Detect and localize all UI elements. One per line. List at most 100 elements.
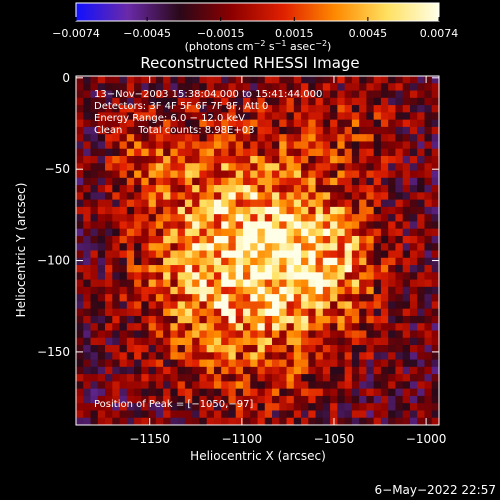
heatmap-cell <box>351 381 360 390</box>
heatmap-cell <box>163 366 171 375</box>
heatmap-cell <box>424 105 433 113</box>
heatmap-cell <box>192 126 200 135</box>
heatmap-cell <box>235 97 244 106</box>
heatmap-cell <box>359 417 367 426</box>
heatmap-cell <box>228 126 237 135</box>
heatmap-cell <box>322 323 331 331</box>
heatmap-cell <box>112 279 121 288</box>
heatmap-cell <box>206 308 215 317</box>
heatmap-cell <box>163 381 171 390</box>
heatmap-cell <box>272 337 280 346</box>
heatmap-cell <box>242 170 251 179</box>
heatmap-cell <box>359 286 367 295</box>
heatmap-cell <box>301 206 309 215</box>
heatmap-cell <box>250 410 258 419</box>
heatmap-cell <box>402 141 411 150</box>
heatmap-cell <box>337 228 346 237</box>
heatmap-cell <box>308 366 317 375</box>
heatmap-cell <box>286 374 295 382</box>
heatmap-cell <box>76 134 84 142</box>
heatmap-cell <box>279 155 288 164</box>
heatmap-cell <box>417 257 425 266</box>
heatmap-cell <box>395 177 404 186</box>
heatmap-cell <box>366 119 375 128</box>
heatmap-cell <box>148 243 157 251</box>
heatmap-cell <box>141 257 150 266</box>
heatmap-cell <box>250 381 258 390</box>
x-tick-label: −1050 <box>314 432 355 446</box>
heatmap-cell <box>257 272 266 281</box>
heatmap-cell <box>155 243 164 251</box>
heatmap-cell <box>90 83 99 92</box>
heatmap-cell <box>351 126 360 135</box>
heatmap-cell <box>250 417 258 426</box>
heatmap-cell <box>242 265 251 273</box>
heatmap-cell <box>148 185 157 193</box>
heatmap-cell <box>286 163 295 172</box>
heatmap-cell <box>184 395 193 404</box>
heatmap-cell <box>337 337 346 346</box>
heatmap-cell <box>76 301 84 310</box>
heatmap-cell <box>431 250 440 259</box>
heatmap-cell <box>395 126 404 135</box>
heatmap-cell <box>170 235 179 244</box>
heatmap-cell <box>366 221 375 230</box>
heatmap-cell <box>213 410 222 419</box>
heatmap-cell <box>148 301 157 310</box>
heatmap-cell <box>170 374 179 382</box>
heatmap-cell <box>257 119 266 128</box>
heatmap-cell <box>141 250 150 259</box>
heatmap-cell <box>344 83 353 92</box>
heatmap-cell <box>228 105 237 113</box>
heatmap-cell <box>373 345 382 353</box>
heatmap-cell <box>272 76 280 84</box>
heatmap-cell <box>293 83 302 92</box>
heatmap-cell <box>424 192 433 201</box>
heatmap-cell <box>235 134 244 142</box>
heatmap-cell <box>272 395 280 404</box>
heatmap-cell <box>235 257 244 266</box>
heatmap-cell <box>264 199 273 208</box>
heatmap-cell <box>322 170 331 179</box>
heatmap-cell <box>373 257 382 266</box>
heatmap-cell <box>192 395 200 404</box>
heatmap-cell <box>279 90 288 99</box>
heatmap-cell <box>395 315 404 324</box>
heatmap-cell <box>76 286 84 295</box>
heatmap-cell <box>337 359 346 368</box>
heatmap-cell <box>141 279 150 288</box>
heatmap-cell <box>192 294 200 302</box>
heatmap-cell <box>228 97 237 106</box>
heatmap-cell <box>308 323 317 331</box>
heatmap-cell <box>206 330 215 339</box>
heatmap-cell <box>380 112 389 121</box>
heatmap-cell <box>199 359 208 368</box>
heatmap-cell <box>344 199 353 208</box>
heatmap-cell <box>344 337 353 346</box>
heatmap-cell <box>279 76 288 84</box>
heatmap-cell <box>119 279 128 288</box>
heatmap-cell <box>351 366 360 375</box>
heatmap-cell <box>402 352 411 361</box>
heatmap-cell <box>242 97 251 106</box>
heatmap-cell <box>155 235 164 244</box>
heatmap-cell <box>409 243 418 251</box>
heatmap-cell <box>141 388 150 397</box>
heatmap-cell <box>119 286 128 295</box>
heatmap-cell <box>351 221 360 230</box>
heatmap-cell <box>242 381 251 390</box>
heatmap-cell <box>344 90 353 99</box>
heatmap-cell <box>380 76 389 84</box>
heatmap-cell <box>257 243 266 251</box>
heatmap-cell <box>322 155 331 164</box>
heatmap-cell <box>148 163 157 172</box>
heatmap-cell <box>293 228 302 237</box>
heatmap-cell <box>337 410 346 419</box>
heatmap-cell <box>213 228 222 237</box>
annotation-block: 13−Nov−2003 15:38:04.000 to 15:41:44.000… <box>94 89 322 136</box>
heatmap-cell <box>163 214 171 222</box>
heatmap-cell <box>257 330 266 339</box>
x-tick-label: −1100 <box>222 432 263 446</box>
heatmap-cell <box>380 155 389 164</box>
heatmap-cell <box>184 388 193 397</box>
